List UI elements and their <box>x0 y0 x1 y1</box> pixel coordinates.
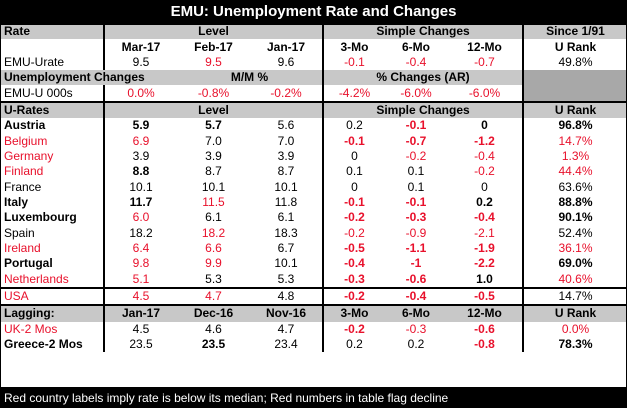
row-luxembourg: Luxembourg 6.0 6.1 6.1 -0.2 -0.3 -0.4 90… <box>0 210 627 226</box>
row-austria: Austria 5.9 5.7 5.6 0.2 -0.1 0 96.8% <box>0 118 627 134</box>
header-level: Level <box>103 24 323 40</box>
col-3mo: 3-Mo <box>322 39 385 55</box>
country-usa: USA <box>0 287 104 307</box>
header-pct-changes-ar: % Changes (AR) <box>322 70 523 86</box>
header-since: Since 1/91 <box>522 24 627 40</box>
row-usa: USA 4.5 4.7 4.8 -0.2 -0.4 -0.5 14.7% <box>0 287 627 307</box>
header-level-2: Level <box>103 100 323 119</box>
country-greece: Greece-2 Mos <box>4 337 83 352</box>
row-emu-urate: EMU-Urate 9.5 9.5 9.6 -0.1 -0.4 -0.7 49.… <box>0 54 627 71</box>
header-simple-changes: Simple Changes <box>322 24 523 40</box>
row-italy: Italy 11.7 11.5 11.8 -0.1 -0.1 0.2 88.8% <box>0 194 627 211</box>
label-emu-u-000s: EMU-U 000s <box>0 85 104 103</box>
row-finland: Finland 8.8 8.7 8.7 0.1 0.1 -0.2 44.4% <box>0 164 627 180</box>
country-luxembourg: Luxembourg <box>4 210 77 225</box>
row-france: France 10.1 10.1 10.1 0 0.1 0 63.6% <box>0 179 627 195</box>
row-portugal: Portugal 9.8 9.9 10.1 -0.4 -1 -2.2 69.0% <box>0 256 627 272</box>
unemployment-changes-header: Unemployment Changes M/M % % Changes (AR… <box>0 70 627 86</box>
row-spain: Spain 18.2 18.2 18.3 -0.2 -0.9 -2.1 52.4… <box>0 225 627 241</box>
row-uk: UK-2 Mos 4.5 4.6 4.7 -0.2 -0.3 -0.6 0.0% <box>0 321 627 337</box>
country-uk: UK-2 Mos <box>4 321 58 336</box>
col-feb17: Feb-17 <box>194 39 233 54</box>
header-mm-pct: M/M % <box>177 70 323 86</box>
row-germany: Germany 3.9 3.9 3.9 0 -0.2 -0.4 1.3% <box>0 148 627 165</box>
country-france: France <box>4 179 42 194</box>
lagging-header: Lagging: Jan-17 Dec-16 Nov-16 3-Mo 6-Mo … <box>0 305 627 322</box>
header-row-2: Mar-17 Feb-17 Jan-17 3-Mo 6-Mo 12-Mo U R… <box>0 39 627 55</box>
country-belgium: Belgium <box>4 133 48 148</box>
col-jan17: Jan-17 <box>266 39 306 54</box>
header-u-rank-2: U Rank <box>522 100 627 119</box>
header-simple-changes-2: Simple Changes <box>322 100 523 119</box>
u-rates-header: U-Rates Level Simple Changes U Rank <box>0 100 627 119</box>
header-rate: Rate <box>0 24 104 40</box>
header-row-1: Rate Level Simple Changes Since 1/91 <box>0 24 627 40</box>
col-12mo: 12-Mo <box>467 39 502 54</box>
country-ireland: Ireland <box>4 240 41 255</box>
label-emu-urate: EMU-Urate <box>4 54 65 69</box>
label-unemployment-changes: Unemployment Changes <box>0 70 177 86</box>
country-portugal: Portugal <box>4 256 53 271</box>
row-emu-u-000s: EMU-U 000s 0.0% -0.8% -0.2% -4.2% -6.0% … <box>0 85 627 103</box>
col-mar17: Mar-17 <box>103 39 177 55</box>
country-spain: Spain <box>4 225 35 240</box>
country-netherlands: Netherlands <box>0 271 104 289</box>
country-austria: Austria <box>4 118 46 133</box>
country-germany: Germany <box>4 148 54 163</box>
country-italy: Italy <box>4 194 29 209</box>
footer-note: Red country labels imply rate is below i… <box>0 388 627 408</box>
row-ireland: Ireland 6.4 6.6 6.7 -0.5 -1.1 -1.9 36.1% <box>0 240 627 257</box>
row-belgium: Belgium 6.9 7.0 7.0 -0.1 -0.7 -1.2 14.7% <box>0 133 627 149</box>
label-u-rates: U-Rates <box>0 100 104 119</box>
col-6mo: 6-Mo <box>402 39 430 54</box>
col-u-rank: U Rank <box>522 39 627 55</box>
label-lagging: Lagging: <box>0 305 104 322</box>
page-title: EMU: Unemployment Rate and Changes <box>0 0 627 24</box>
row-greece: Greece-2 Mos 23.5 23.5 23.4 0.2 0.2 -0.8… <box>0 336 627 353</box>
row-netherlands: Netherlands 5.1 5.3 5.3 -0.3 -0.6 1.0 40… <box>0 271 627 289</box>
country-finland: Finland <box>4 164 44 179</box>
unemployment-table: Rate Level Simple Changes Since 1/91 Mar… <box>0 24 627 353</box>
